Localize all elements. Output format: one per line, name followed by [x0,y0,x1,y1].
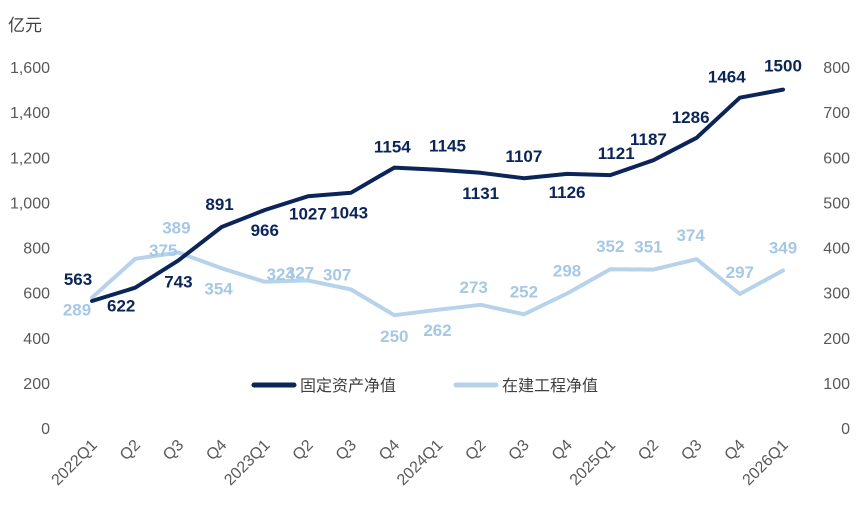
data-label-fixed-assets: 1107 [505,147,542,166]
right-tick-label: 0 [841,421,850,438]
x-tick-label: Q2 [635,437,662,464]
left-tick-label: 600 [23,286,50,303]
x-tick-label: 2026Q1 [740,437,792,489]
data-label-fixed-assets: 1043 [330,204,368,223]
x-tick-label: Q3 [333,437,360,464]
series-line-fixed-assets [90,87,785,303]
x-tick-label: Q4 [549,437,576,464]
left-tick-label: 800 [23,241,50,258]
data-label-fixed-assets: 966 [251,221,279,240]
x-tick-label: Q4 [722,437,749,464]
data-label-construction: 374 [676,226,705,245]
left-tick-label: 200 [23,376,50,393]
data-label-fixed-assets: 1154 [374,138,411,157]
x-tick-label: Q2 [290,437,317,464]
left-tick-label: 1,000 [10,195,50,212]
x-tick-label: 2022Q1 [49,437,101,489]
left-axis-unit: 亿元 [8,16,42,35]
left-axis: 0 200 400 600 800 1,000 1,200 1,400 1,600 [10,60,50,438]
data-label-construction: 252 [510,282,538,301]
left-tick-label: 1,400 [10,105,50,122]
data-label-fixed-assets: 1464 [708,68,746,87]
left-tick-label: 400 [23,331,50,348]
data-label-fixed-assets: 622 [107,297,135,316]
x-tick-label: Q3 [506,437,533,464]
right-tick-label: 600 [823,150,850,167]
data-label-fixed-assets: 1145 [429,137,466,156]
data-label-fixed-assets: 1121 [598,144,635,163]
series-line-construction [90,250,785,318]
x-tick-label: Q2 [117,437,144,464]
legend-label-construction: 在建工程净值 [502,377,598,395]
x-tick-label: Q3 [678,437,705,464]
legend-label-fixed-assets: 固定资产净值 [300,377,396,395]
data-label-construction: 298 [553,262,581,281]
data-label-fixed-assets: 1126 [549,183,586,202]
x-tick-label: 2023Q1 [221,437,273,489]
data-label-fixed-assets: 743 [164,272,192,291]
right-tick-label: 700 [823,105,850,122]
data-label-construction: 375 [149,241,177,260]
left-tick-label: 1,200 [10,150,50,167]
x-tick-label: Q2 [462,437,489,464]
data-label-construction: 352 [596,237,624,256]
right-tick-label: 300 [823,286,850,303]
legend: 固定资产净值 在建工程净值 [251,377,598,395]
right-tick-label: 400 [823,241,850,258]
data-label-construction: 250 [380,327,408,346]
data-label-construction: 354 [204,279,233,298]
data-label-construction: 289 [63,301,91,320]
data-label-construction: 324 [267,265,296,284]
right-tick-label: 200 [823,331,850,348]
data-label-construction: 273 [460,278,488,297]
x-tick-label: 2025Q1 [567,437,619,489]
x-tick-label: Q3 [160,437,187,464]
x-tick-label: Q4 [376,437,403,464]
x-tick-label: 2024Q1 [394,437,446,489]
data-label-fixed-assets: 1286 [672,108,710,127]
data-label-fixed-assets: 891 [205,195,233,214]
data-labels: 563 622 743 891 966 1027 1043 1154 1145 1131 1107 1… [63,57,802,347]
data-label-construction: 351 [634,238,662,257]
data-label-fixed-assets: 1500 [764,57,802,76]
x-tick-label: Q4 [203,437,230,464]
right-tick-label: 800 [823,60,850,77]
right-tick-label: 500 [823,195,850,212]
left-tick-label: 0 [41,421,50,438]
data-label-fixed-assets: 1027 [289,204,327,223]
data-label-construction: 327 [286,263,314,282]
data-label-fixed-assets: 1131 [462,184,499,203]
data-label-construction: 389 [162,218,190,237]
data-label-construction: 307 [323,265,351,284]
right-tick-label: 100 [823,376,850,393]
data-label-construction: 349 [769,239,797,258]
data-label-fixed-assets: 563 [64,270,92,289]
series-lines [90,87,785,318]
left-tick-label: 1,600 [10,60,50,77]
right-axis: 0 100 200 300 400 500 600 700 800 [823,60,850,438]
data-label-construction: 297 [726,263,754,282]
data-label-construction: 262 [423,321,451,340]
data-label-fixed-assets: 1187 [630,130,667,149]
